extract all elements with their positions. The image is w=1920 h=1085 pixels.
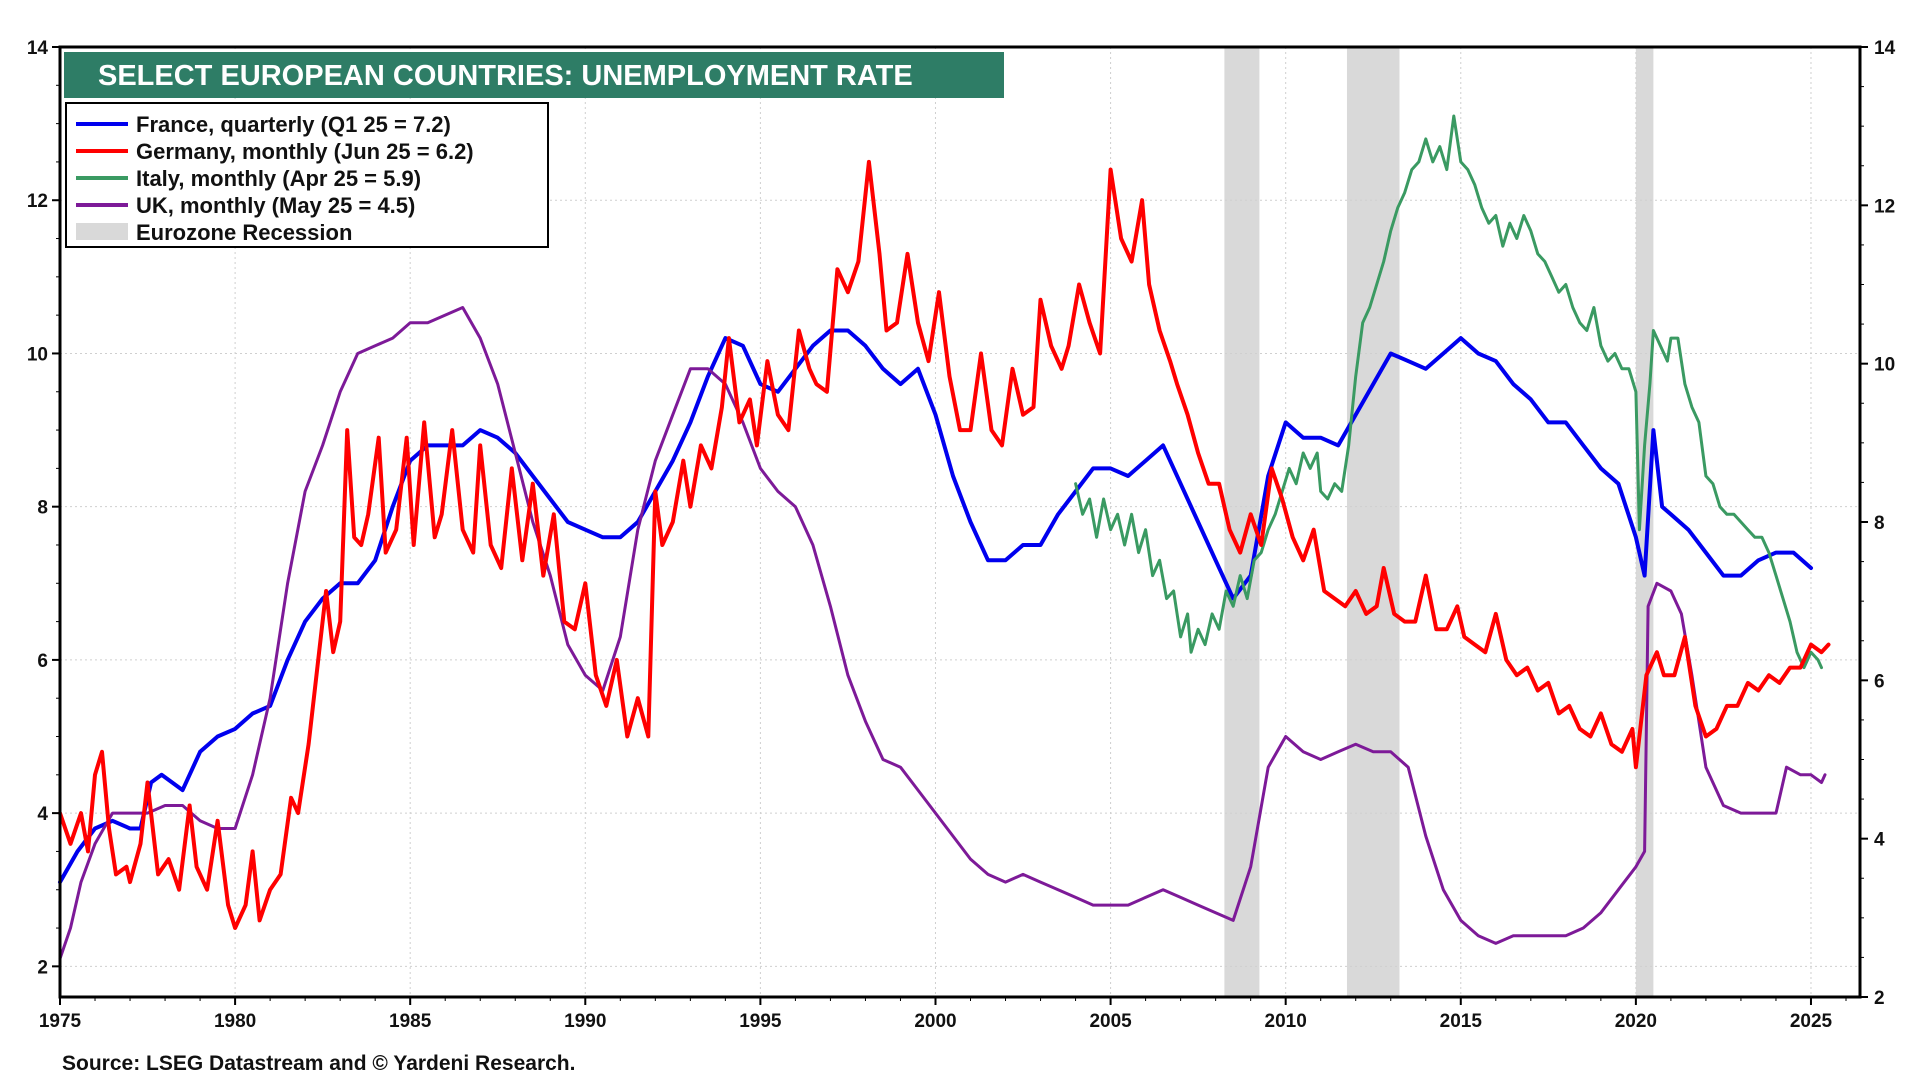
x-tick-label-10: 2025	[1790, 1011, 1833, 1032]
x-tick-label-2: 1985	[389, 1011, 432, 1032]
legend-swatch-recession	[76, 223, 128, 240]
y-axis-left-ticks: 2 4 6 8 10 12 14	[27, 38, 60, 978]
y-left-tick-label-3: 8	[37, 498, 48, 519]
x-tick-label-5: 2000	[914, 1011, 956, 1032]
y-right-tick-label-2: 6	[1874, 671, 1885, 692]
series-italy-line	[1074, 114, 1823, 670]
x-tick-label-6: 2005	[1089, 1011, 1132, 1032]
x-tick-label-8: 2015	[1440, 1011, 1483, 1032]
x-tick-label-7: 2010	[1265, 1011, 1307, 1032]
y-left-tick-label-4: 10	[27, 344, 48, 365]
series-germany-line	[58, 159, 1831, 930]
recession-band-2	[1635, 47, 1654, 997]
chart-title: SELECT EUROPEAN COUNTRIES: UNEMPLOYMENT …	[64, 52, 1004, 98]
y-right-tick-label-6: 14	[1874, 38, 1896, 59]
x-tick-label-0: 1975	[39, 1011, 82, 1032]
y-left-tick-label-0: 2	[37, 957, 48, 978]
y-right-tick-label-1: 4	[1874, 830, 1885, 851]
y-right-tick-label-0: 2	[1874, 988, 1885, 1009]
y-left-tick-label-1: 4	[37, 804, 48, 825]
legend-box	[65, 102, 549, 248]
y-left-tick-label-6: 14	[27, 38, 49, 59]
series-lines	[58, 114, 1831, 961]
y-right-tick-label-5: 12	[1874, 196, 1895, 217]
chart-title-background	[64, 52, 1004, 98]
legend-label-0: France, quarterly (Q1 25 = 7.2)	[136, 112, 451, 137]
y-left-tick-label-2: 6	[37, 651, 48, 672]
legend-label-2: Italy, monthly (Apr 25 = 5.9)	[136, 166, 421, 191]
y-left-tick-label-5: 12	[27, 191, 48, 212]
source-note: Source: LSEG Datastream and © Yardeni Re…	[62, 1052, 575, 1075]
series-uk-line	[58, 306, 1827, 961]
legend-label-1: Germany, monthly (Jun 25 = 6.2)	[136, 139, 474, 164]
recession-bands	[1224, 47, 1654, 997]
y-axis-right-ticks: 2 4 6 8 10 12 14	[1860, 38, 1896, 1009]
chart-title-text: SELECT EUROPEAN COUNTRIES: UNEMPLOYMENT …	[98, 60, 913, 92]
y-right-tick-label-4: 10	[1874, 355, 1895, 376]
x-tick-label-9: 2020	[1615, 1011, 1657, 1032]
legend-label-3: UK, monthly (May 25 = 4.5)	[136, 193, 415, 218]
recession-band-1	[1346, 47, 1400, 997]
legend-label-4: Eurozone Recession	[136, 220, 352, 245]
x-tick-label-3: 1990	[564, 1011, 606, 1032]
y-right-tick-label-3: 8	[1874, 513, 1885, 534]
x-tick-label-1: 1980	[214, 1011, 256, 1032]
legend: France, quarterly (Q1 25 = 7.2)Germany, …	[65, 102, 549, 248]
x-axis-ticks: 1975 1980 1985 1990 1995 2000 2005 2010 2015 2020…	[39, 997, 1847, 1032]
x-tick-label-4: 1995	[739, 1011, 782, 1032]
